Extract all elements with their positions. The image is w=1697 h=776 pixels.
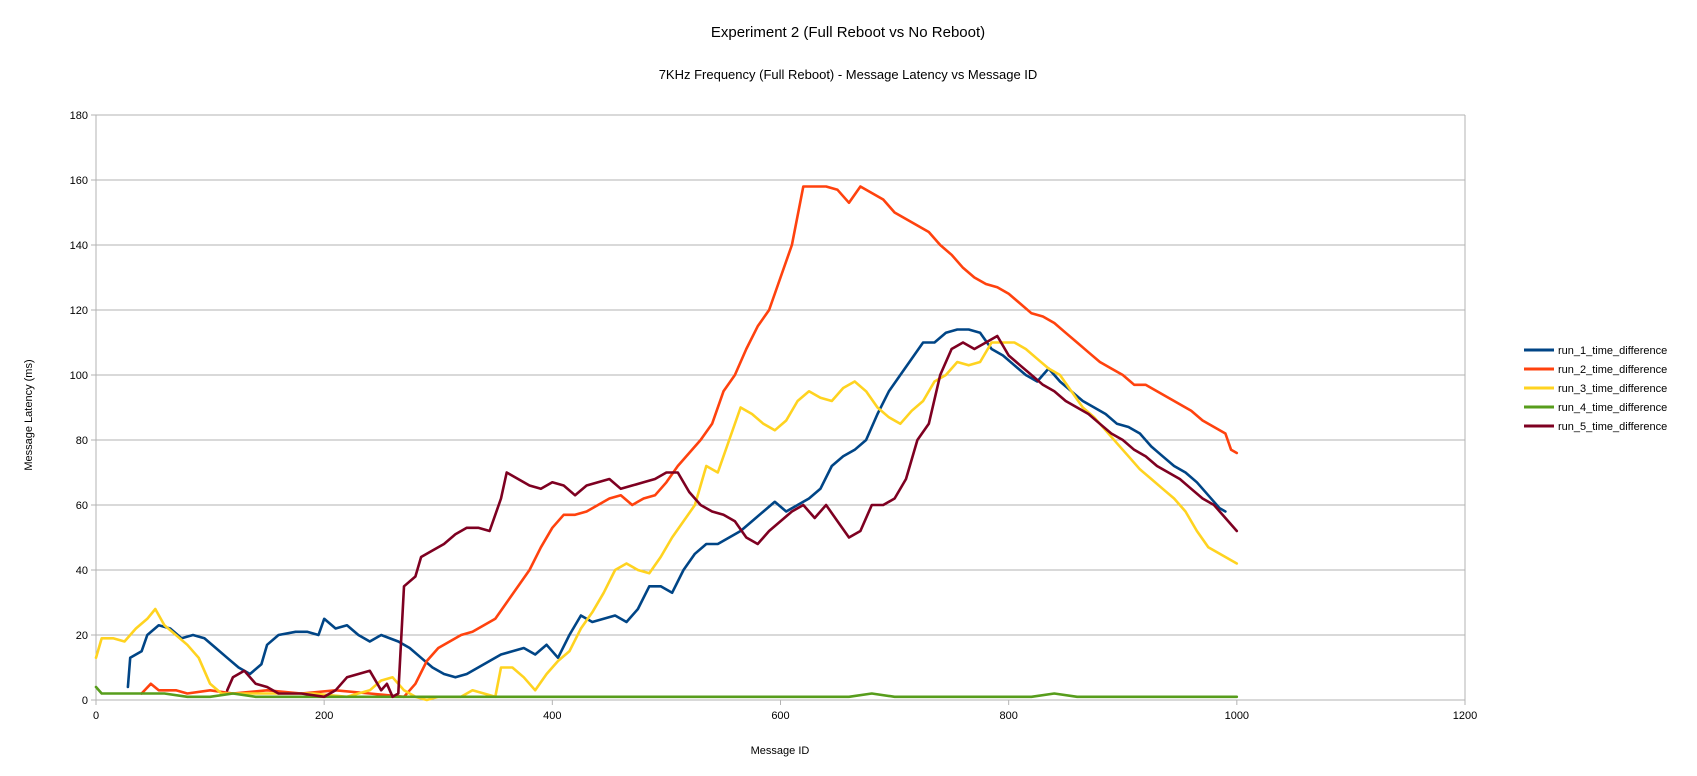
legend: run_1_time_difference run_2_time_differen… [1524, 345, 1667, 433]
legend-label: run_2_time_difference [1558, 364, 1667, 376]
y-tick-label: 180 [70, 110, 88, 122]
plot-area [95, 115, 1466, 700]
legend-label: run_3_time_difference [1558, 383, 1667, 395]
y-axis-ticks: 0 20 40 60 80 100 120 140 160 180 [70, 110, 96, 707]
y-tick-label: 0 [82, 695, 88, 707]
chart-subtitle: 7KHz Frequency (Full Reboot) - Message L… [659, 67, 1038, 82]
y-tick-label: 20 [76, 630, 88, 642]
gridlines [96, 114, 1465, 701]
x-tick-label: 0 [93, 710, 99, 722]
x-axis-label: Message ID [751, 745, 810, 757]
x-tick-label: 800 [999, 710, 1017, 722]
y-tick-label: 140 [70, 240, 88, 252]
x-tick-label: 600 [771, 710, 789, 722]
series-line-run-4-time-difference [94, 685, 1239, 699]
series-lines [94, 185, 1239, 702]
y-tick-label: 80 [76, 435, 88, 447]
x-tick-label: 1200 [1453, 710, 1477, 722]
y-tick-label: 40 [76, 565, 88, 577]
series-line-run-3-time-difference [94, 341, 1239, 702]
legend-label: run_4_time_difference [1558, 402, 1667, 414]
y-axis-label: Message Latency (ms) [23, 359, 35, 470]
legend-label: run_5_time_difference [1558, 421, 1667, 433]
legend-label: run_1_time_difference [1558, 345, 1667, 357]
y-tick-label: 120 [70, 305, 88, 317]
series-line-run-5-time-difference [225, 334, 1239, 699]
y-tick-label: 100 [70, 370, 88, 382]
y-tick-label: 160 [70, 175, 88, 187]
series-line-run-1-time-difference [126, 328, 1227, 689]
x-tick-label: 200 [315, 710, 333, 722]
x-tick-label: 400 [543, 710, 561, 722]
x-tick-label: 1000 [1225, 710, 1249, 722]
chart-title: Experiment 2 (Full Reboot vs No Reboot) [711, 24, 985, 41]
x-axis-ticks: 0 200 400 600 800 1000 1200 [93, 700, 1477, 722]
y-tick-label: 60 [76, 500, 88, 512]
series-line-run-2-time-difference [140, 185, 1239, 699]
